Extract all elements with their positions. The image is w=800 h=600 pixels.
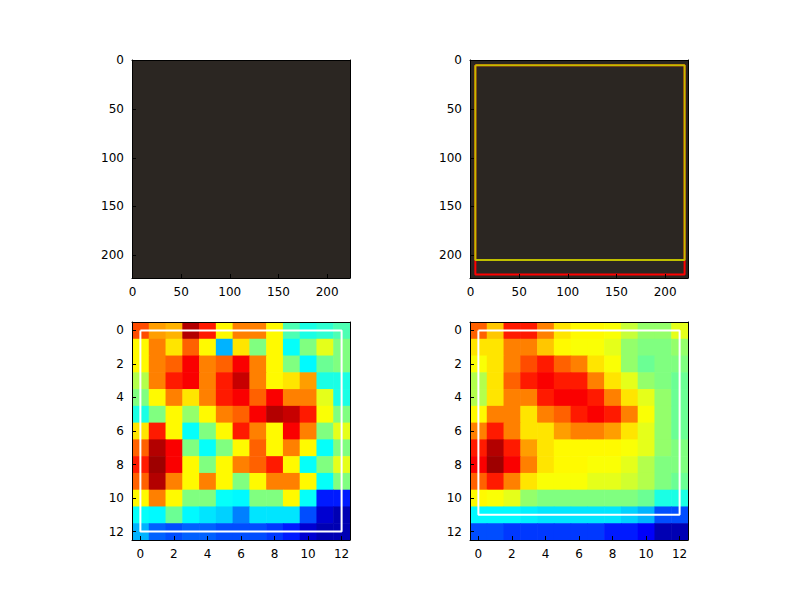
svg-text:200: 200	[101, 248, 124, 262]
svg-text:50: 50	[512, 285, 527, 299]
svg-text:8: 8	[271, 547, 279, 561]
svg-text:150: 150	[605, 285, 628, 299]
svg-text:0: 0	[467, 285, 475, 299]
svg-text:6: 6	[454, 424, 462, 438]
svg-text:50: 50	[447, 102, 462, 116]
svg-text:150: 150	[439, 199, 462, 213]
svg-text:6: 6	[116, 424, 124, 438]
svg-text:200: 200	[439, 248, 462, 262]
svg-text:0: 0	[116, 53, 124, 67]
svg-text:10: 10	[300, 547, 315, 561]
svg-text:2: 2	[116, 357, 124, 371]
svg-text:10: 10	[109, 491, 124, 505]
svg-text:0: 0	[137, 547, 145, 561]
svg-text:6: 6	[237, 547, 245, 561]
svg-text:0: 0	[129, 285, 137, 299]
svg-text:200: 200	[316, 285, 339, 299]
svg-text:12: 12	[447, 525, 462, 539]
svg-text:0: 0	[116, 323, 124, 337]
svg-text:0: 0	[475, 547, 483, 561]
svg-text:12: 12	[109, 525, 124, 539]
svg-text:8: 8	[116, 458, 124, 472]
svg-text:150: 150	[101, 199, 124, 213]
svg-text:4: 4	[454, 390, 462, 404]
svg-text:4: 4	[116, 390, 124, 404]
svg-text:100: 100	[218, 285, 241, 299]
svg-text:50: 50	[109, 102, 124, 116]
svg-text:100: 100	[101, 151, 124, 165]
svg-text:100: 100	[556, 285, 579, 299]
svg-text:100: 100	[439, 151, 462, 165]
svg-text:2: 2	[170, 547, 178, 561]
svg-text:8: 8	[609, 547, 617, 561]
svg-text:0: 0	[454, 323, 462, 337]
svg-text:8: 8	[454, 458, 462, 472]
svg-text:2: 2	[454, 357, 462, 371]
svg-text:6: 6	[575, 547, 583, 561]
svg-text:10: 10	[447, 491, 462, 505]
svg-text:12: 12	[672, 547, 687, 561]
svg-text:0: 0	[454, 53, 462, 67]
svg-text:4: 4	[542, 547, 550, 561]
svg-text:150: 150	[267, 285, 290, 299]
svg-text:200: 200	[654, 285, 677, 299]
svg-text:2: 2	[508, 547, 516, 561]
svg-text:50: 50	[174, 285, 189, 299]
svg-text:10: 10	[638, 547, 653, 561]
svg-text:4: 4	[204, 547, 212, 561]
svg-text:12: 12	[334, 547, 349, 561]
